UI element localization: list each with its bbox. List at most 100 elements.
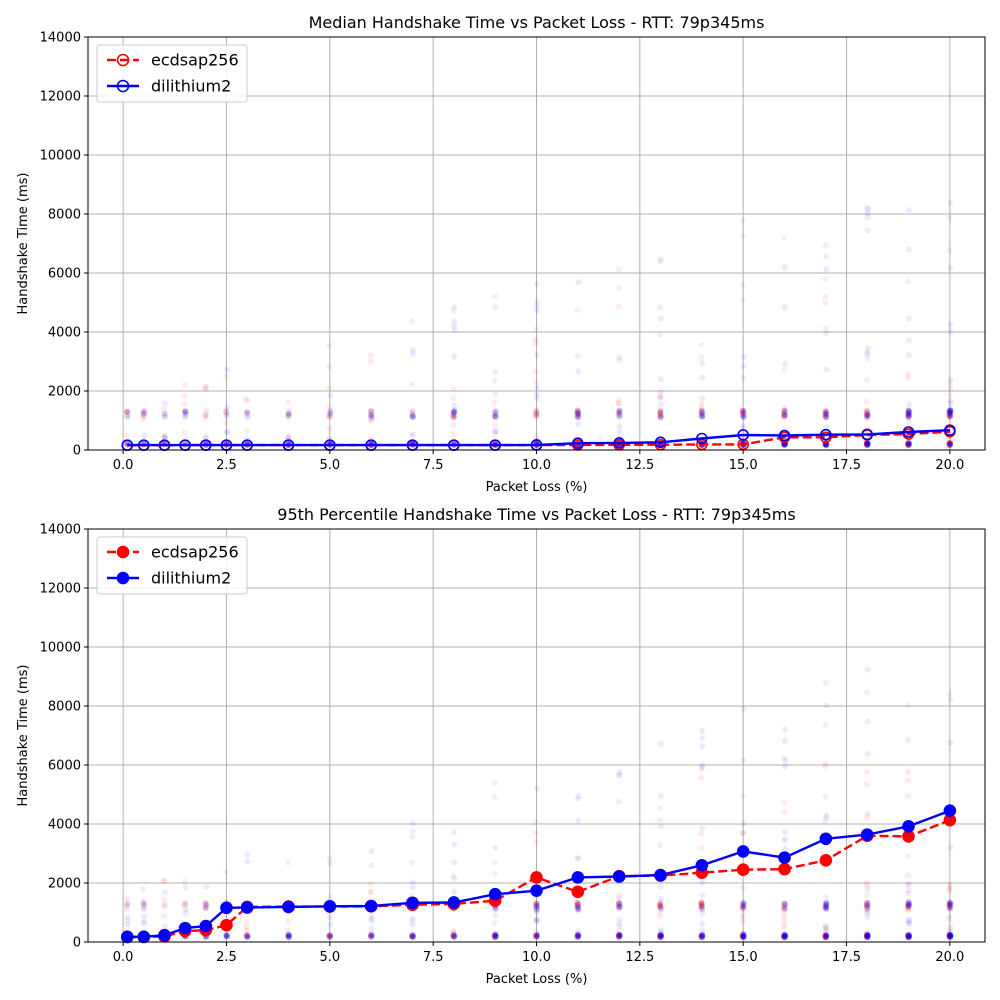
x-tick-label: 10.0 [522, 950, 551, 965]
sample-point [863, 933, 870, 940]
sample-point [905, 410, 912, 417]
sample-point [947, 934, 954, 941]
sample-point [947, 407, 954, 414]
sample-point [615, 353, 622, 360]
sample-point [616, 931, 623, 938]
sample-point [141, 433, 148, 440]
sample-point [698, 932, 705, 939]
sample-point [615, 932, 622, 939]
sample-point [740, 407, 747, 414]
sample-scatter [123, 666, 954, 941]
sample-point [946, 412, 953, 419]
sample-point [947, 739, 954, 746]
sample-point [492, 408, 499, 415]
sample-point [822, 441, 829, 448]
sample-point [946, 933, 953, 940]
sample-point [574, 933, 581, 940]
sample-point [823, 932, 830, 939]
sample-point [244, 933, 251, 940]
data-point-ecdsap256 [819, 853, 833, 867]
sample-point [823, 423, 830, 430]
sample-point [181, 902, 188, 909]
data-point-dilithium2 [178, 921, 192, 935]
sample-point [946, 409, 953, 416]
sample-point [491, 431, 498, 438]
sample-point [616, 933, 623, 940]
sample-point [141, 407, 148, 414]
sample-point [822, 408, 829, 415]
sample-point [905, 931, 912, 938]
sample-point [533, 904, 540, 911]
sample-point [657, 932, 664, 939]
sample-point [864, 440, 871, 447]
sample-point [533, 379, 540, 386]
sample-point [739, 933, 746, 940]
sample-point [823, 933, 830, 940]
sample-point [223, 373, 230, 380]
sample-point [181, 393, 188, 400]
sample-point [615, 900, 622, 907]
sample-point [740, 905, 747, 912]
sample-point [285, 933, 292, 940]
sample-point [615, 934, 622, 941]
sample-point [451, 933, 458, 940]
sample-point [616, 933, 623, 940]
sample-point [285, 412, 292, 419]
sample-point [533, 412, 540, 419]
sample-point [905, 440, 912, 447]
sample-point [864, 933, 871, 940]
sample-point [699, 735, 706, 742]
sample-point [698, 774, 705, 781]
x-tick-label: 17.5 [832, 950, 861, 965]
sample-point [223, 933, 230, 940]
sample-point [946, 932, 953, 939]
sample-point [947, 409, 954, 416]
sample-point [657, 909, 664, 916]
sample-point [781, 932, 788, 939]
sample-point [822, 409, 829, 416]
sample-point [492, 407, 499, 414]
sample-point [367, 881, 374, 888]
sample-point [739, 931, 746, 938]
sample-point [781, 907, 788, 914]
sample-point [616, 902, 623, 909]
sample-point [409, 933, 416, 940]
sample-point [739, 297, 746, 304]
sample-point [223, 408, 230, 415]
sample-point [368, 931, 375, 938]
sample-point [450, 409, 457, 416]
sample-point [451, 889, 458, 896]
sample-point [533, 918, 540, 925]
sample-point [491, 932, 498, 939]
sample-point [739, 902, 746, 909]
sample-point [699, 374, 706, 381]
sample-point [905, 442, 912, 449]
sample-point [863, 409, 870, 416]
sample-point [574, 413, 581, 420]
sample-point [657, 331, 664, 338]
sample-point [947, 411, 954, 418]
sample-point [533, 899, 540, 906]
sample-point [822, 413, 829, 420]
sample-point [409, 915, 416, 922]
sample-point [781, 757, 788, 764]
sample-point [739, 933, 746, 940]
sample-point [698, 900, 705, 907]
sample-point [905, 881, 912, 888]
sample-point [223, 931, 230, 938]
sample-point [947, 899, 954, 906]
sample-point [905, 902, 912, 909]
sample-point [823, 408, 830, 415]
sample-point [326, 413, 333, 420]
sample-point [451, 930, 458, 937]
sample-point [905, 882, 912, 889]
sample-point [946, 931, 953, 938]
sample-point [781, 900, 788, 907]
sample-point [575, 903, 582, 910]
sample-point [244, 933, 251, 940]
sample-point [326, 932, 333, 939]
sample-point [492, 933, 499, 940]
sample-point [905, 934, 912, 941]
sample-point [657, 805, 664, 812]
sample-point [657, 932, 664, 939]
